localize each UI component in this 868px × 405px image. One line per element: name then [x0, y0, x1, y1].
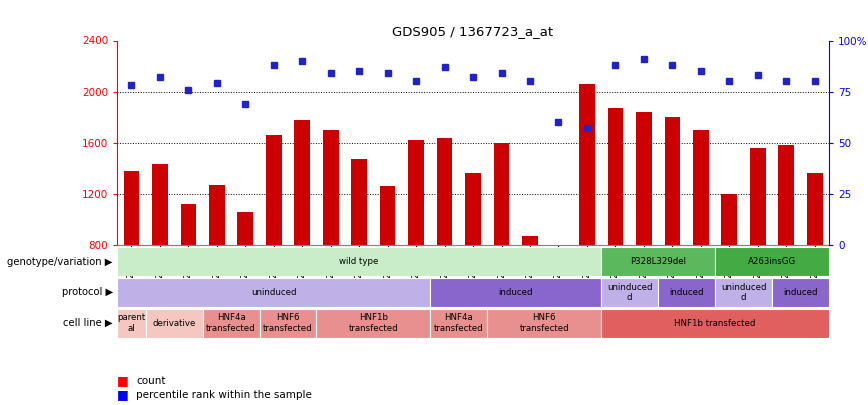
- Bar: [715, 247, 829, 276]
- Bar: [779, 145, 794, 245]
- Bar: [431, 309, 487, 338]
- Bar: [123, 171, 139, 245]
- Bar: [693, 130, 708, 245]
- Text: percentile rank within the sample: percentile rank within the sample: [136, 390, 312, 400]
- Bar: [266, 135, 281, 245]
- Bar: [146, 309, 202, 338]
- Text: uninduced: uninduced: [251, 288, 297, 297]
- Text: genotype/variation ▶: genotype/variation ▶: [7, 257, 113, 266]
- Text: uninduced
d: uninduced d: [720, 283, 766, 302]
- Text: HNF6
transfected: HNF6 transfected: [263, 313, 312, 333]
- Text: cell line ▶: cell line ▶: [63, 318, 113, 328]
- Bar: [380, 186, 396, 245]
- Bar: [209, 185, 225, 245]
- Bar: [181, 204, 196, 245]
- Bar: [117, 247, 602, 276]
- Bar: [772, 278, 829, 307]
- Text: induced: induced: [498, 288, 533, 297]
- Bar: [579, 84, 595, 245]
- Bar: [408, 140, 424, 245]
- Text: A263insGG: A263insGG: [748, 257, 796, 266]
- Bar: [636, 112, 652, 245]
- Bar: [431, 278, 602, 307]
- Bar: [317, 309, 431, 338]
- Bar: [494, 143, 510, 245]
- Bar: [323, 130, 339, 245]
- Bar: [202, 309, 260, 338]
- Text: P328L329del: P328L329del: [630, 257, 686, 266]
- Bar: [117, 278, 431, 307]
- Text: uninduced
d: uninduced d: [607, 283, 653, 302]
- Text: protocol ▶: protocol ▶: [62, 288, 113, 297]
- Text: wild type: wild type: [339, 257, 378, 266]
- Bar: [465, 173, 481, 245]
- Bar: [665, 117, 681, 245]
- Bar: [117, 309, 146, 338]
- Title: GDS905 / 1367723_a_at: GDS905 / 1367723_a_at: [392, 25, 554, 38]
- Bar: [487, 309, 602, 338]
- Bar: [260, 309, 317, 338]
- Text: parent
al: parent al: [117, 313, 146, 333]
- Bar: [550, 245, 566, 247]
- Text: ■: ■: [117, 374, 129, 387]
- Bar: [238, 212, 253, 245]
- Bar: [437, 138, 452, 245]
- Bar: [152, 164, 168, 245]
- Text: HNF4a
transfected: HNF4a transfected: [207, 313, 256, 333]
- Bar: [352, 160, 367, 245]
- Text: HNF1b transfected: HNF1b transfected: [674, 319, 756, 328]
- Bar: [608, 108, 623, 245]
- Text: HNF1b
transfected: HNF1b transfected: [349, 313, 398, 333]
- Text: count: count: [136, 376, 166, 386]
- Bar: [602, 278, 658, 307]
- Bar: [602, 309, 829, 338]
- Bar: [658, 278, 715, 307]
- Text: HNF4a
transfected: HNF4a transfected: [434, 313, 483, 333]
- Bar: [750, 148, 766, 245]
- Bar: [715, 278, 772, 307]
- Bar: [602, 247, 715, 276]
- Bar: [721, 194, 737, 245]
- Text: induced: induced: [783, 288, 818, 297]
- Text: derivative: derivative: [153, 319, 196, 328]
- Text: ■: ■: [117, 388, 129, 401]
- Text: induced: induced: [669, 288, 704, 297]
- Text: HNF6
transfected: HNF6 transfected: [519, 313, 569, 333]
- Bar: [523, 236, 538, 245]
- Bar: [294, 120, 310, 245]
- Bar: [807, 173, 823, 245]
